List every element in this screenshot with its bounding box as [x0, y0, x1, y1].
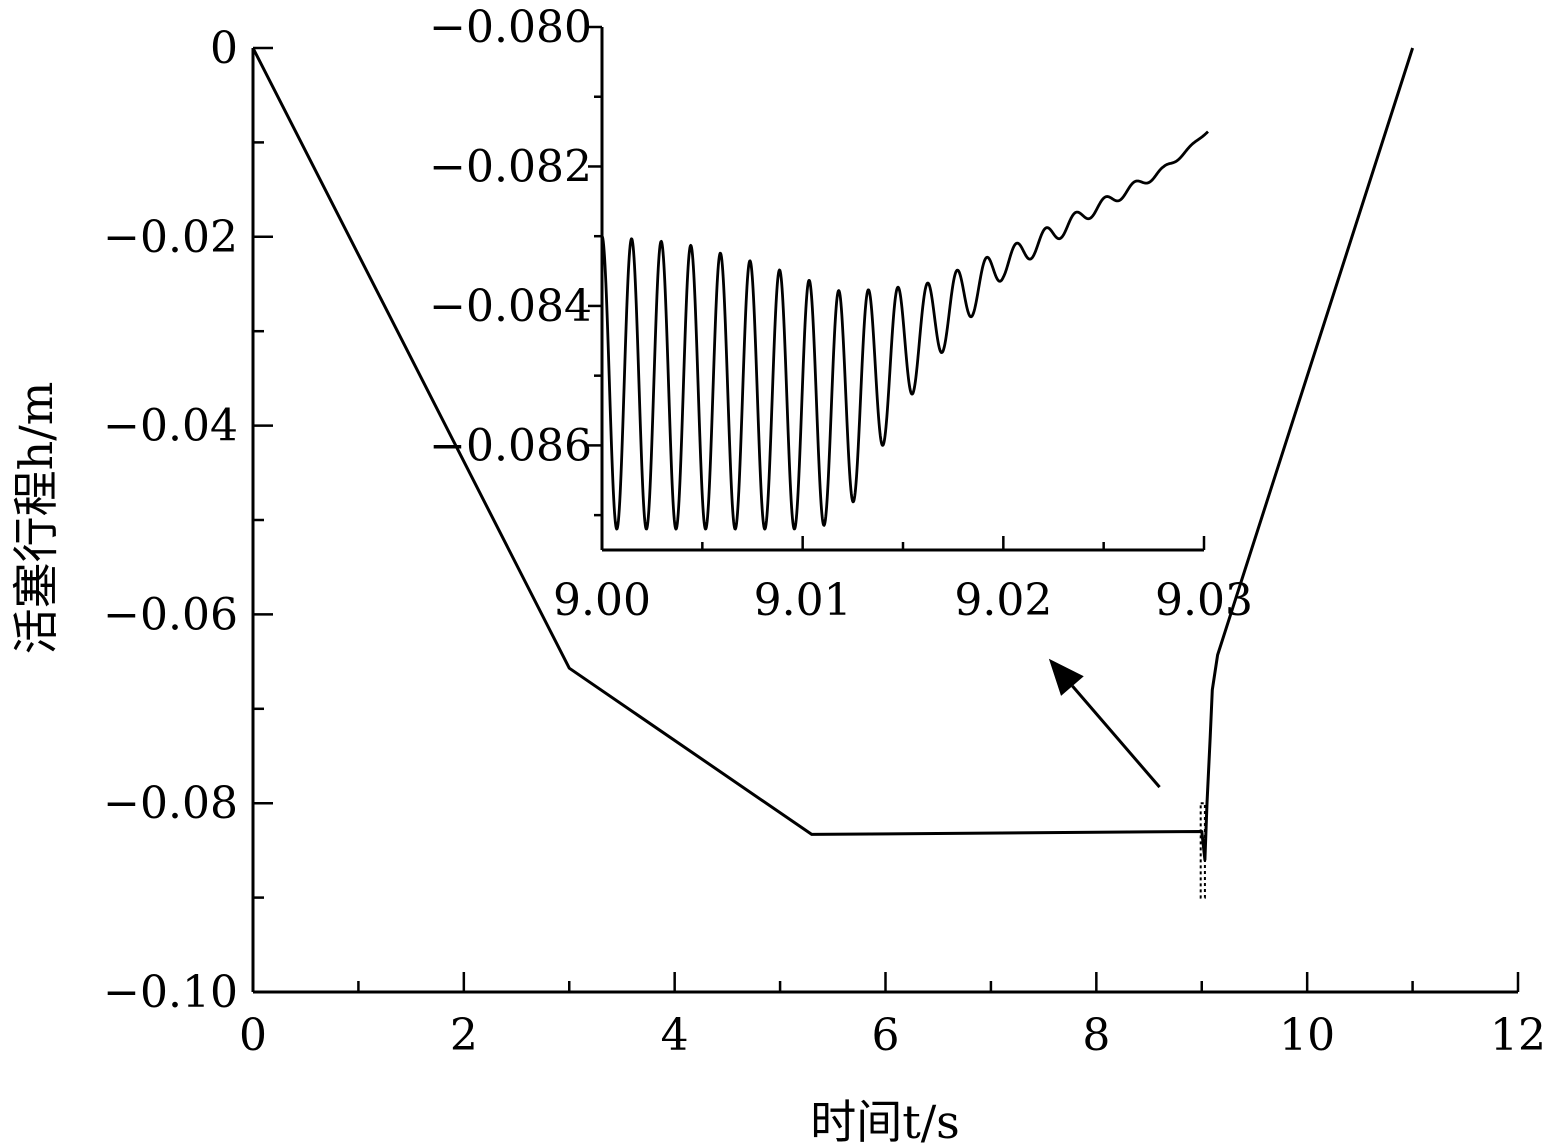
inset-x-tick-label: 9.03: [1155, 575, 1253, 626]
x-tick-label: 0: [239, 1010, 267, 1061]
x-tick-label: 2: [450, 1010, 478, 1061]
axis-titles: 时间t/s 活塞行程h/m: [9, 382, 960, 1145]
x-tick-label: 10: [1279, 1010, 1335, 1061]
y-tick-label: −0.02: [103, 212, 238, 263]
y-tick-label: −0.08: [103, 778, 238, 829]
y-tick-label: −0.04: [103, 401, 238, 452]
inset-x-tick-label: 9.01: [754, 575, 852, 626]
x-axis-title: 时间t/s: [810, 1095, 960, 1145]
inset-y-tick-label: −0.082: [429, 141, 592, 192]
y-tick-label: −0.10: [103, 967, 238, 1018]
inset-y-tick-label: −0.080: [429, 2, 592, 53]
x-tick-label: 6: [872, 1010, 900, 1061]
y-axis-title: 活塞行程h/m: [9, 382, 63, 655]
x-tick-label: 12: [1490, 1010, 1546, 1061]
main-plot-area: [251, 47, 1415, 899]
main-axes: 0 2 4 6 8 10 12 0 −0.02 −0.04 −0.06 −0.08 −0.10: [103, 23, 1546, 1061]
x-tick-label: 4: [661, 1010, 689, 1061]
y-tick-label: −0.06: [103, 589, 238, 640]
inset-x-tick-label: 9.00: [553, 575, 651, 626]
zoom-arrow-shaft: [1071, 685, 1161, 789]
inset-y-tick-label: −0.084: [429, 281, 592, 332]
inset-plot-area: [600, 130, 1209, 531]
inset-y-tick-label: −0.086: [429, 420, 592, 471]
zoom-region-box: [1199, 802, 1206, 899]
x-tick-label: 8: [1082, 1010, 1110, 1061]
main-series-line: [251, 47, 1415, 862]
inset-series-line: [600, 130, 1209, 531]
inset-axes: 9.00 9.01 9.02 9.03 −0.080 −0.082 −0.084 −0.086: [429, 2, 1253, 626]
inset-x-tick-label: 9.02: [954, 575, 1052, 626]
zoom-arrow-head: [1048, 658, 1084, 696]
y-tick-label: 0: [210, 23, 238, 74]
